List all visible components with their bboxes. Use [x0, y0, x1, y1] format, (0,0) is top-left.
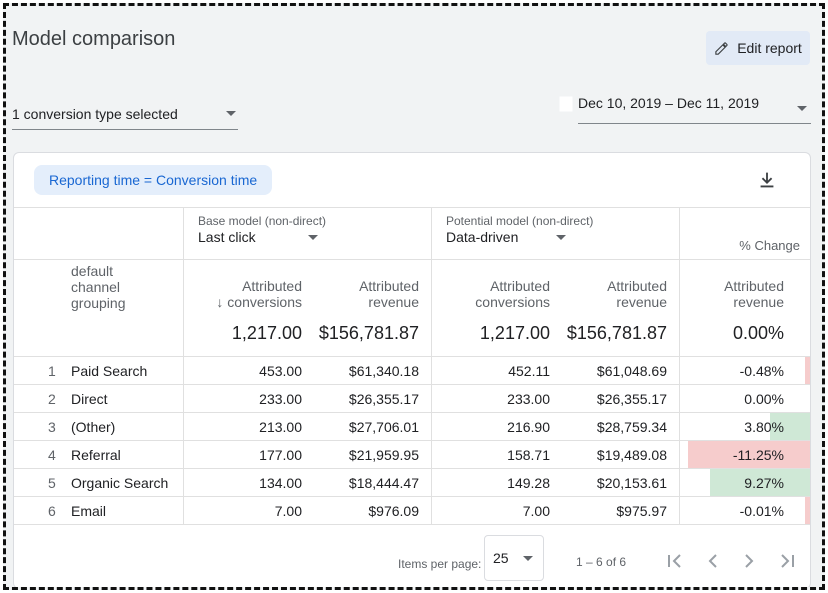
change-value: -0.48%: [739, 363, 784, 379]
potential-conversions: 233.00: [507, 391, 550, 407]
potential-revenue: $19,489.08: [596, 447, 667, 463]
change-bar: [709, 469, 810, 496]
channel-name: Email: [71, 503, 107, 519]
channel-name: Paid Search: [71, 363, 148, 379]
total-potential-revenue: $156,781.87: [566, 323, 667, 343]
base-conversions: 233.00: [259, 391, 302, 407]
date-range-select[interactable]: Dec 10, 2019 – Dec 11, 2019: [578, 94, 811, 124]
channel-name: Direct: [71, 391, 108, 407]
base-model-caption: Base model (non-direct): [198, 214, 327, 228]
table-row: 1 Paid Search 453.00 $61,340.18 452.11 $61,04…: [14, 357, 810, 385]
edit-report-button[interactable]: Edit report: [706, 31, 810, 65]
report-frame: Model comparison Edit report 1 conversio…: [3, 3, 825, 590]
conversion-type-select[interactable]: 1 conversion type selected: [12, 98, 238, 130]
sort-arrow-icon: ↓: [216, 294, 224, 310]
edit-report-label: Edit report: [737, 40, 802, 56]
items-per-page-label: Items per page:: [398, 557, 482, 571]
base-revenue: $976.09: [368, 503, 419, 519]
base-conversions: 213.00: [259, 419, 302, 435]
date-range-value: Dec 10, 2019 – Dec 11, 2019: [578, 94, 760, 111]
conversion-type-value: 1 conversion type selected: [12, 105, 178, 122]
table-row: 6 Email 7.00 $976.09 7.00 $975.97 -0.01%: [14, 497, 810, 525]
percent-change-caption: % Change: [739, 238, 800, 253]
base-revenue: $21,959.95: [348, 447, 419, 463]
dimension-header[interactable]: default channel grouping: [71, 263, 126, 311]
table-row: 4 Referral 177.00 $21,959.95 158.71 $19,489.0…: [14, 441, 810, 469]
base-model-select[interactable]: Last click: [198, 229, 318, 245]
change-bar: [688, 441, 810, 468]
potential-conversions-header[interactable]: Attributed conversions: [475, 278, 550, 310]
change-bar: [805, 497, 810, 524]
potential-conversions: 149.28: [507, 475, 550, 491]
channel-name: Referral: [71, 447, 121, 463]
row-number: 3: [48, 419, 56, 435]
first-page-icon[interactable]: [664, 551, 686, 571]
previous-page-icon[interactable]: [702, 551, 724, 571]
potential-revenue-header[interactable]: Attributed revenue: [607, 278, 667, 310]
potential-model-select[interactable]: Data-driven: [446, 229, 566, 245]
pencil-icon: [715, 41, 728, 55]
base-model-value: Last click: [198, 229, 256, 245]
chevron-down-icon: [522, 555, 533, 561]
chevron-down-icon: [556, 234, 566, 240]
base-revenue: $61,340.18: [348, 363, 419, 379]
row-number: 4: [48, 447, 56, 463]
table-row: 3 (Other) 213.00 $27,706.01 216.90 $28,759.34…: [14, 413, 810, 441]
base-revenue: $26,355.17: [348, 391, 419, 407]
items-per-page-select[interactable]: 25: [484, 535, 544, 581]
potential-conversions: 452.11: [508, 363, 550, 379]
base-revenue-header[interactable]: Attributed revenue: [359, 278, 419, 310]
row-number: 5: [48, 475, 56, 491]
change-bar: [769, 413, 810, 440]
row-number: 1: [48, 363, 56, 379]
change-value: -11.25%: [732, 447, 784, 463]
potential-revenue: $61,048.69: [596, 363, 667, 379]
change-value: -0.01%: [739, 503, 784, 519]
base-conversions: 134.00: [259, 475, 302, 491]
model-comparison-card: Reporting time = Conversion time Base mo…: [13, 152, 811, 587]
total-change: 0.00%: [732, 323, 784, 343]
calendar-icon: [559, 96, 573, 112]
potential-revenue: $26,355.17: [596, 391, 667, 407]
change-value: 0.00%: [744, 391, 784, 407]
chevron-down-icon: [797, 106, 807, 111]
row-number: 2: [48, 391, 56, 407]
base-revenue: $27,706.01: [348, 419, 419, 435]
potential-revenue: $28,759.34: [596, 419, 667, 435]
page-range: 1 – 6 of 6: [576, 555, 627, 569]
total-potential-conversions: 1,217.00: [479, 323, 550, 343]
reporting-time-chip[interactable]: Reporting time = Conversion time: [34, 165, 273, 195]
total-base-conversions: 1,217.00: [231, 323, 302, 343]
potential-conversions: 216.90: [507, 419, 550, 435]
change-bar: [805, 357, 810, 384]
potential-model-caption: Potential model (non-direct): [446, 214, 594, 228]
total-base-revenue: $156,781.87: [318, 323, 419, 343]
download-icon[interactable]: [756, 169, 778, 191]
change-value: 3.80%: [744, 419, 784, 435]
potential-revenue: $20,153.61: [596, 475, 667, 491]
row-number: 6: [48, 503, 56, 519]
base-conversions: 177.00: [259, 447, 302, 463]
next-page-icon[interactable]: [738, 551, 760, 571]
change-revenue-header[interactable]: Attributed revenue: [724, 278, 784, 310]
potential-conversions: 158.71: [507, 447, 550, 463]
potential-model-value: Data-driven: [446, 229, 519, 245]
chevron-down-icon: [226, 111, 236, 116]
table-row: 5 Organic Search 134.00 $18,444.47 149.28 $20…: [14, 469, 810, 497]
base-revenue: $18,444.47: [348, 475, 419, 491]
potential-conversions: 7.00: [522, 503, 550, 519]
pagination-bar: Items per page: 25 1 – 6 of 6: [14, 523, 810, 587]
change-value: 9.27%: [744, 475, 784, 491]
base-conversions: 7.00: [274, 503, 302, 519]
channel-name: (Other): [71, 419, 116, 435]
base-conversions: 453.00: [259, 363, 302, 379]
page-title: Model comparison: [12, 28, 176, 50]
chevron-down-icon: [308, 234, 318, 240]
channel-name: Organic Search: [71, 475, 169, 491]
items-per-page-value: 25: [493, 550, 509, 566]
last-page-icon[interactable]: [776, 551, 798, 571]
table-row: 2 Direct 233.00 $26,355.17 233.00 $26,355.17 0…: [14, 385, 810, 413]
base-conversions-header[interactable]: Attributed ↓ conversions: [216, 278, 302, 310]
potential-revenue: $975.97: [616, 503, 667, 519]
